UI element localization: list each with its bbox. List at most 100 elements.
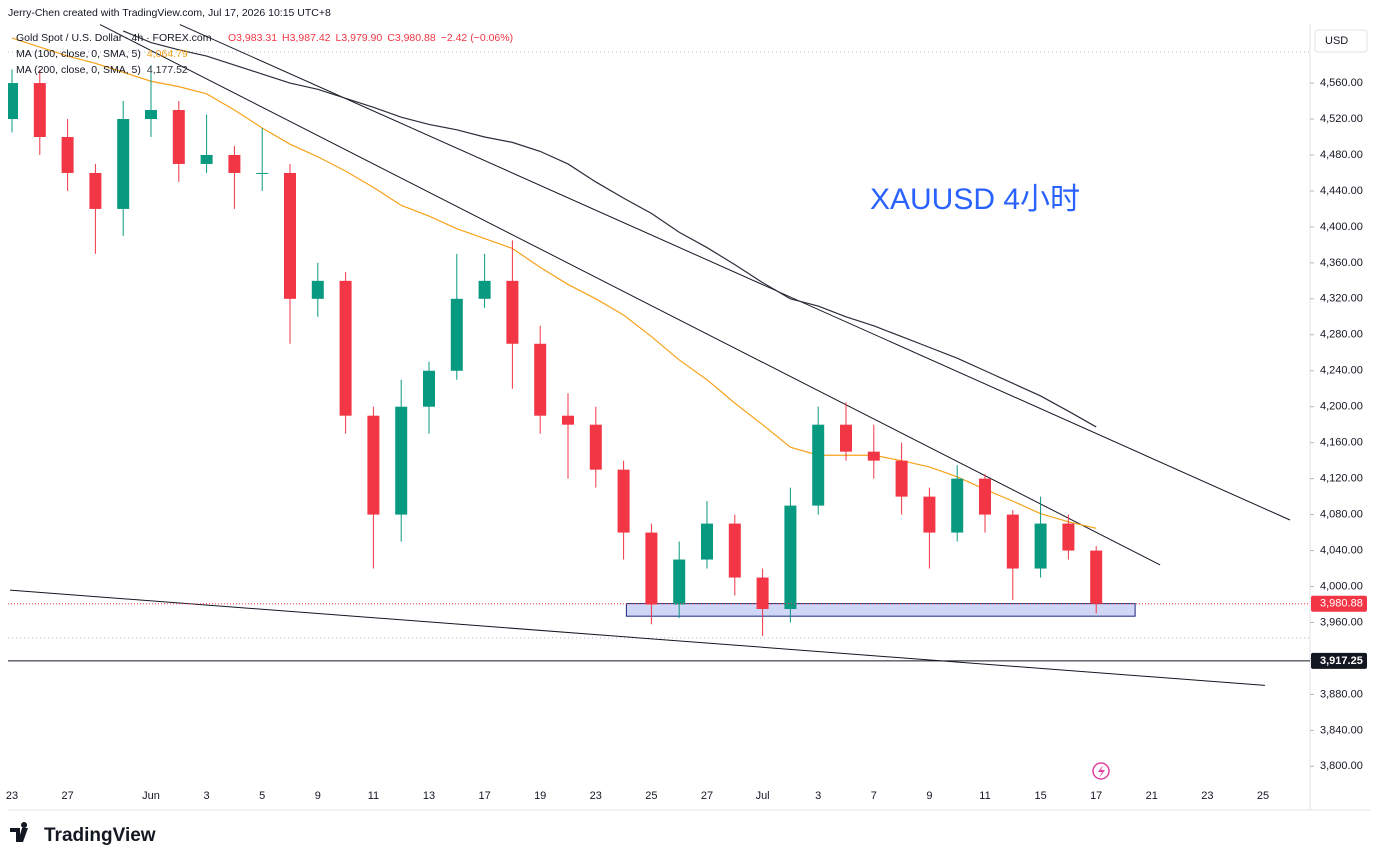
- x-tick-label: 23: [1201, 790, 1213, 802]
- trendline: [10, 589, 1265, 686]
- candle-body: [61, 136, 74, 173]
- ohlc-value: C3,980.88: [387, 32, 436, 44]
- y-tick-label: 4,240.00: [1320, 365, 1363, 377]
- candle-body: [617, 469, 630, 533]
- y-tick-label: 4,480.00: [1320, 149, 1363, 161]
- candle-body: [33, 83, 46, 137]
- trendline: [179, 24, 1291, 521]
- x-tick-label: 19: [534, 790, 546, 802]
- y-tick-label: 4,200.00: [1320, 401, 1363, 413]
- x-tick-label: Jul: [756, 790, 770, 802]
- x-tick-label: 27: [61, 790, 73, 802]
- candle-body: [1062, 523, 1075, 551]
- trendline: [99, 24, 1161, 566]
- y-tick-label: 3,840.00: [1320, 724, 1363, 736]
- x-tick-label: 23: [590, 790, 602, 802]
- x-tick-label: 9: [315, 790, 321, 802]
- x-tick-label: 25: [1257, 790, 1269, 802]
- candle-body: [423, 370, 435, 407]
- y-tick-label: 4,040.00: [1320, 544, 1363, 556]
- candle-body: [228, 154, 241, 173]
- candle-body: [589, 424, 602, 470]
- x-tick-label: 7: [871, 790, 877, 802]
- candle-body: [339, 280, 352, 416]
- y-tick-label: 3,800.00: [1320, 760, 1363, 772]
- candle-body: [256, 172, 269, 174]
- ohlc-value: H3,987.42: [282, 32, 331, 44]
- ohlc-value: L3,979.90: [336, 32, 383, 44]
- y-tick-label: 4,320.00: [1320, 293, 1363, 305]
- ma-line: [11, 37, 1097, 529]
- candle-body: [840, 424, 852, 452]
- x-tick-label: 21: [1146, 790, 1158, 802]
- x-tick-label: 25: [645, 790, 657, 802]
- ohlc-value: O3,983.31: [228, 32, 277, 44]
- candle-body: [172, 110, 185, 164]
- y-tick-label: 4,400.00: [1320, 221, 1363, 233]
- candle-body: [8, 83, 18, 120]
- currency: USD: [1325, 35, 1348, 47]
- candle-body: [673, 559, 686, 605]
- candle-body: [1090, 550, 1103, 604]
- candle-body: [311, 280, 324, 299]
- x-tick-label: 27: [701, 790, 713, 802]
- x-tick-label: 5: [259, 790, 265, 802]
- candle-body: [395, 406, 408, 515]
- header: Jerry-Chen created with TradingView.com,…: [8, 7, 331, 19]
- y-tick-label: 4,360.00: [1320, 257, 1363, 269]
- y-tick-label: 4,560.00: [1320, 77, 1363, 89]
- support-zone: [625, 603, 1136, 617]
- candle-body: [89, 172, 102, 209]
- candle-body: [200, 154, 213, 164]
- x-tick-label: 23: [6, 790, 18, 802]
- ma-line: [122, 30, 1097, 428]
- candle-body: [951, 478, 964, 533]
- y-tick-label: 4,000.00: [1320, 580, 1363, 592]
- y-tick-label: 4,520.00: [1320, 113, 1363, 125]
- annotation: XAUUSD 4小时: [870, 183, 1080, 216]
- last-price-tag: [1311, 595, 1367, 612]
- y-tick-label: 4,160.00: [1320, 437, 1363, 449]
- legend-value: 4,064.79: [147, 48, 188, 60]
- x-tick-label: 3: [204, 790, 210, 802]
- candle-body: [117, 119, 130, 209]
- x-tick-label: 9: [926, 790, 932, 802]
- candle-body: [923, 496, 936, 533]
- alert-icon: [1098, 765, 1105, 778]
- candle-body: [534, 343, 547, 416]
- level-tag: [1311, 652, 1367, 669]
- candle-body: [701, 523, 713, 560]
- candle-body: [1006, 514, 1019, 569]
- candle-body: [478, 280, 491, 299]
- candle-body: [1034, 523, 1047, 569]
- x-tick-label: 3: [815, 790, 821, 802]
- alert-icon[interactable]: [1092, 762, 1110, 780]
- plot: [8, 24, 1291, 686]
- logo: TradingView: [10, 822, 156, 846]
- level-label: 3,917.25: [1320, 655, 1363, 667]
- candle-body: [145, 110, 157, 120]
- ohlc-value: −2.42 (−0.06%): [441, 32, 513, 44]
- y-tick-label: 4,080.00: [1320, 509, 1363, 521]
- legend-name: MA (200, close, 0, SMA, 5): [16, 64, 141, 76]
- x-tick-label: 11: [368, 790, 379, 802]
- candle-body: [506, 280, 519, 344]
- currency-button[interactable]: [1314, 29, 1368, 53]
- y-tick-label: 3,880.00: [1320, 688, 1363, 700]
- x-tick-label: 17: [1090, 790, 1102, 802]
- candle-body: [812, 424, 825, 506]
- candle-body: [895, 460, 908, 497]
- legend-value: 4,177.52: [147, 64, 188, 76]
- last-price-label: 3,980.88: [1320, 598, 1363, 610]
- x-tick-label: 17: [478, 790, 490, 802]
- x-tick-label: 13: [423, 790, 435, 802]
- candle-body: [728, 523, 741, 578]
- candle-body: [562, 415, 574, 425]
- y-tick-label: 4,280.00: [1320, 329, 1363, 341]
- legend-name: MA (100, close, 0, SMA, 5): [16, 48, 141, 60]
- candle-body: [784, 505, 797, 610]
- candle-body: [367, 415, 380, 515]
- x-tick-label: 15: [1034, 790, 1046, 802]
